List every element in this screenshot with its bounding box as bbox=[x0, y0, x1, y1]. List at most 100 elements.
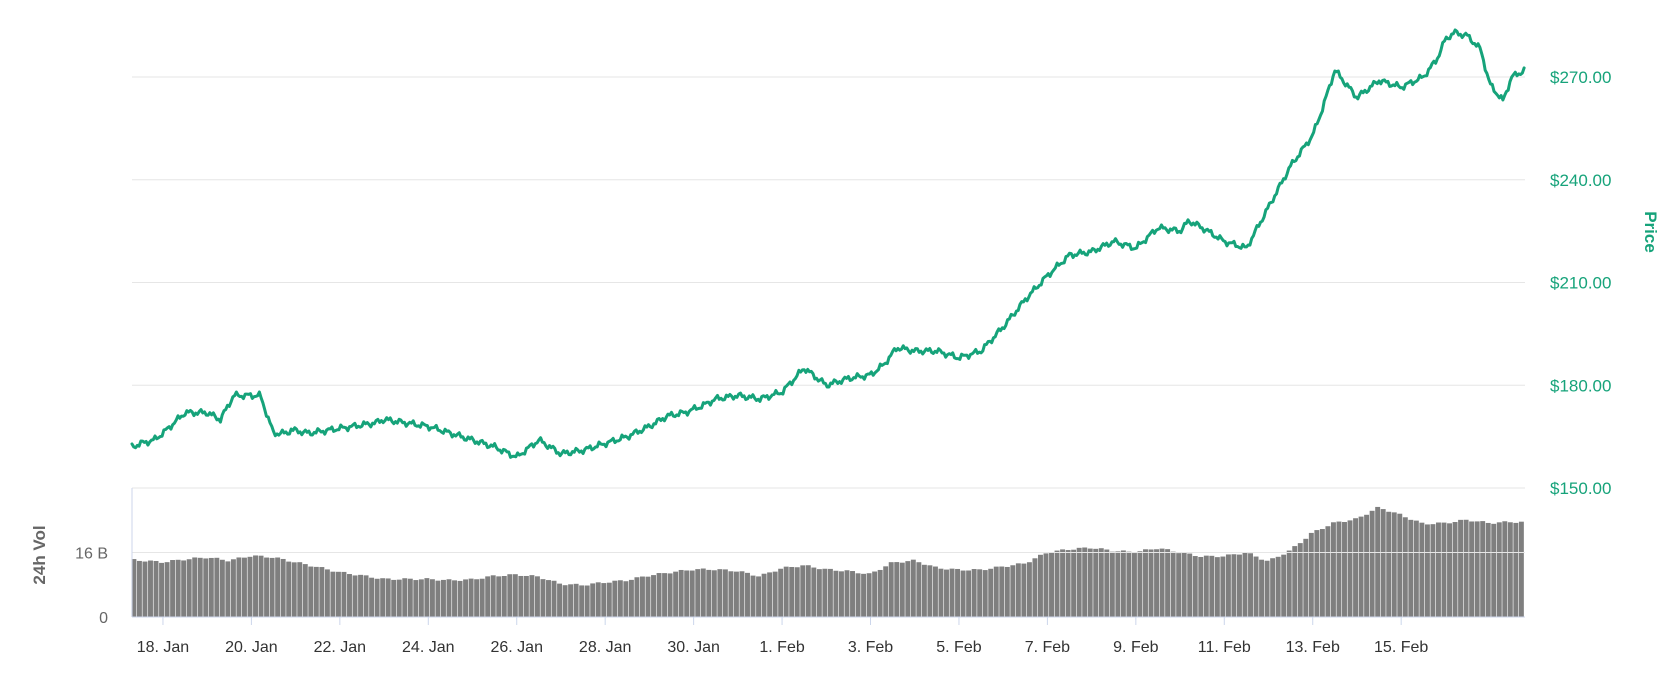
volume-bar[interactable] bbox=[1060, 549, 1066, 617]
volume-bar[interactable] bbox=[192, 557, 198, 617]
volume-bar[interactable] bbox=[131, 559, 137, 617]
volume-bar[interactable] bbox=[877, 569, 883, 617]
volume-bar[interactable] bbox=[1109, 551, 1115, 617]
volume-bar[interactable] bbox=[148, 560, 153, 617]
volume-bar[interactable] bbox=[932, 566, 938, 617]
volume-bar[interactable] bbox=[1049, 552, 1054, 617]
volume-bar[interactable] bbox=[573, 583, 579, 617]
volume-bar[interactable] bbox=[297, 562, 303, 617]
volume-bar[interactable] bbox=[1513, 522, 1519, 617]
volume-bar[interactable] bbox=[861, 573, 867, 617]
volume-bar[interactable] bbox=[1259, 559, 1265, 617]
volume-bar[interactable] bbox=[170, 560, 176, 617]
volume-bar[interactable] bbox=[1015, 563, 1021, 617]
volume-bar[interactable] bbox=[424, 578, 430, 617]
volume-bar[interactable] bbox=[999, 566, 1005, 617]
volume-bar[interactable] bbox=[1491, 523, 1497, 617]
volume-bar[interactable] bbox=[429, 579, 435, 617]
volume-bar[interactable] bbox=[1270, 558, 1276, 617]
volume-bar[interactable] bbox=[518, 575, 524, 617]
volume-bar[interactable] bbox=[258, 555, 264, 617]
volume-bar[interactable] bbox=[557, 583, 563, 617]
volume-bar[interactable] bbox=[529, 575, 535, 617]
volume-bar[interactable] bbox=[452, 580, 457, 617]
volume-bar[interactable] bbox=[1275, 556, 1281, 617]
volume-bar[interactable] bbox=[844, 570, 850, 617]
volume-bar[interactable] bbox=[1330, 522, 1336, 617]
volume-bar[interactable] bbox=[606, 582, 612, 617]
volume-bar[interactable] bbox=[971, 569, 977, 617]
volume-bar[interactable] bbox=[1264, 560, 1270, 617]
volume-bar[interactable] bbox=[711, 570, 717, 617]
volume-bar[interactable] bbox=[153, 560, 159, 617]
volume-bar[interactable] bbox=[242, 557, 247, 617]
volume-bar[interactable] bbox=[695, 569, 701, 617]
volume-bar[interactable] bbox=[214, 557, 220, 617]
volume-bar[interactable] bbox=[1004, 566, 1010, 617]
volume-bar[interactable] bbox=[330, 571, 336, 617]
volume-bar[interactable] bbox=[1441, 522, 1447, 617]
volume-bar[interactable] bbox=[468, 578, 474, 617]
volume-bar[interactable] bbox=[1010, 565, 1016, 617]
volume-bar[interactable] bbox=[159, 562, 165, 617]
volume-bar[interactable] bbox=[1043, 553, 1049, 617]
volume-bar[interactable] bbox=[905, 561, 911, 617]
volume-bar[interactable] bbox=[827, 568, 833, 617]
volume-bar[interactable] bbox=[1474, 521, 1480, 617]
volume-bar[interactable] bbox=[1369, 510, 1375, 617]
volume-bar[interactable] bbox=[407, 578, 413, 617]
volume-bar[interactable] bbox=[977, 569, 983, 617]
volume-bar[interactable] bbox=[435, 580, 441, 617]
volume-bar[interactable] bbox=[507, 574, 513, 617]
volume-bar[interactable] bbox=[1436, 522, 1441, 618]
volume-bar[interactable] bbox=[247, 556, 253, 617]
volume-bar[interactable] bbox=[1358, 516, 1364, 617]
volume-bar[interactable] bbox=[761, 573, 767, 617]
volume-bar[interactable] bbox=[1303, 538, 1309, 617]
volume-bar[interactable] bbox=[380, 578, 386, 617]
volume-bar[interactable] bbox=[1093, 548, 1099, 617]
volume-bar[interactable] bbox=[308, 566, 314, 617]
volume-bar[interactable] bbox=[839, 571, 844, 617]
volume-bar[interactable] bbox=[523, 575, 529, 617]
volume-bar[interactable] bbox=[1154, 549, 1160, 617]
volume-bar[interactable] bbox=[1126, 551, 1132, 617]
volume-bar[interactable] bbox=[883, 566, 889, 617]
volume-bar[interactable] bbox=[1364, 514, 1370, 617]
volume-bar[interactable] bbox=[546, 580, 551, 617]
volume-bar[interactable] bbox=[778, 568, 784, 617]
volume-bar[interactable] bbox=[733, 571, 739, 617]
volume-bar[interactable] bbox=[949, 568, 955, 617]
volume-bar[interactable] bbox=[1469, 521, 1475, 617]
volume-bar[interactable] bbox=[1137, 551, 1143, 617]
volume-bar[interactable] bbox=[816, 569, 822, 617]
volume-bar[interactable] bbox=[1375, 506, 1381, 617]
volume-bar[interactable] bbox=[855, 573, 861, 617]
volume-bar[interactable] bbox=[391, 579, 397, 617]
volume-bar[interactable] bbox=[347, 574, 352, 617]
volume-bar[interactable] bbox=[850, 571, 855, 617]
volume-bar[interactable] bbox=[1082, 547, 1088, 617]
volume-bar[interactable] bbox=[186, 559, 192, 617]
volume-bar[interactable] bbox=[540, 579, 546, 617]
volume-bar[interactable] bbox=[1071, 549, 1077, 617]
volume-bar[interactable] bbox=[197, 557, 203, 617]
volume-bar[interactable] bbox=[916, 562, 922, 617]
volume-bar[interactable] bbox=[324, 569, 330, 617]
volume-bar[interactable] bbox=[1391, 512, 1397, 617]
volume-bar[interactable] bbox=[1143, 549, 1148, 617]
volume-bar[interactable] bbox=[1308, 532, 1314, 617]
volume-bar[interactable] bbox=[562, 585, 568, 617]
volume-bar[interactable] bbox=[866, 573, 872, 617]
volume-bar[interactable] bbox=[1104, 549, 1110, 617]
volume-bar[interactable] bbox=[1038, 554, 1043, 617]
volume-bar[interactable] bbox=[1192, 556, 1198, 617]
volume-bar[interactable] bbox=[396, 579, 402, 617]
volume-bar[interactable] bbox=[1380, 509, 1386, 617]
volume-bar[interactable] bbox=[673, 571, 679, 617]
volume-bar[interactable] bbox=[1026, 562, 1032, 617]
volume-bar[interactable] bbox=[418, 579, 424, 617]
volume-bar[interactable] bbox=[1065, 550, 1071, 617]
volume-bar[interactable] bbox=[341, 571, 347, 617]
volume-bar[interactable] bbox=[833, 570, 839, 617]
